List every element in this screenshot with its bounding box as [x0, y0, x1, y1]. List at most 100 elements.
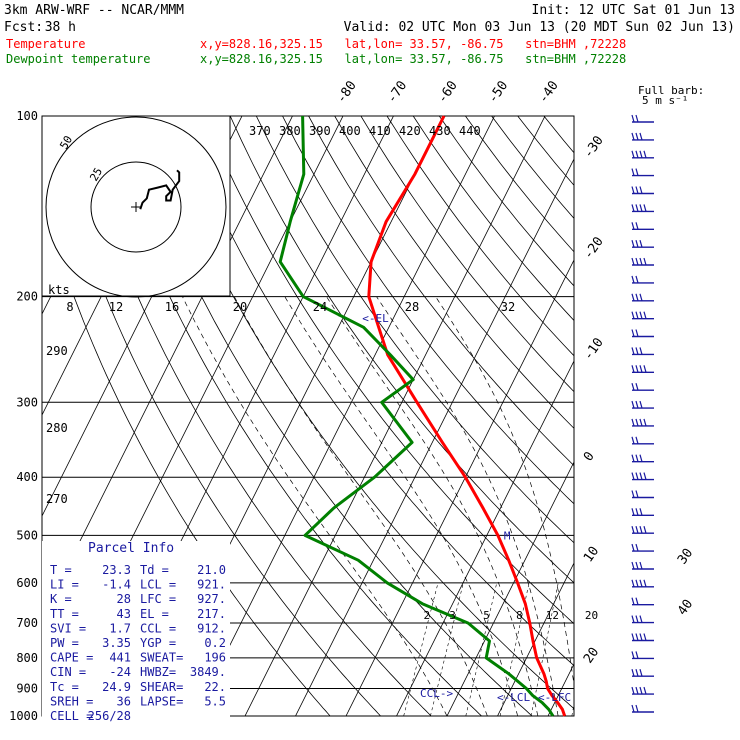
- wind-barb: [631, 329, 654, 338]
- isotherm-label-group: -50: [485, 78, 511, 106]
- wind-barb: [631, 669, 654, 677]
- parcel-key: PW =: [50, 636, 79, 650]
- speed-tick-label: 24: [313, 300, 327, 314]
- barb-flag: [639, 472, 643, 480]
- barb-flag: [643, 526, 647, 534]
- barb-flag: [635, 150, 639, 158]
- barb-flag: [631, 508, 635, 516]
- barb-flag: [639, 311, 643, 319]
- barb-flag: [639, 204, 643, 212]
- wind-barb: [631, 561, 654, 570]
- barb-flag: [639, 526, 643, 534]
- model-title: 3km ARW-WRF -- NCAR/MMM: [4, 3, 184, 18]
- speed-tick-label: 16: [165, 300, 179, 314]
- barb-flag: [639, 400, 643, 409]
- barb-flag: [639, 454, 643, 462]
- isotherm-label-group: 40: [675, 597, 696, 618]
- wind-barbs: [631, 114, 654, 713]
- isotherm-line: [396, 360, 574, 716]
- hodograph-ring: [45, 116, 227, 298]
- barb-flag: [631, 114, 635, 123]
- ring-label-25-group: 25: [87, 166, 105, 184]
- dry-adiabat-label: 380: [279, 124, 301, 138]
- forecast-label: Fcst:: [4, 20, 43, 35]
- parcel-value: 36: [117, 694, 131, 708]
- barb-flag: [631, 293, 635, 301]
- isotherm-label-group: -20: [581, 234, 607, 262]
- wind-barb: [631, 186, 654, 195]
- profiles: [278, 115, 567, 717]
- barb-flag: [643, 365, 647, 373]
- barb-flag: [639, 347, 643, 355]
- barb-flag: [643, 686, 647, 695]
- dry-adiabat-line: [72, 116, 432, 716]
- wind-barb: [631, 222, 654, 231]
- barb-flag: [635, 526, 639, 534]
- wind-barb: [631, 704, 654, 713]
- parcel-value: -24: [109, 665, 131, 679]
- parcel-key: CAPE =: [50, 651, 93, 665]
- barb-flag: [635, 669, 639, 677]
- parcel-key: TT =: [50, 607, 79, 621]
- parcel-key: CELL =: [50, 709, 93, 723]
- barb-flag: [635, 651, 639, 659]
- barb-flag: [639, 561, 643, 570]
- barb-flag: [635, 275, 639, 284]
- wind-barb: [631, 240, 654, 248]
- barb-flag: [631, 329, 635, 337]
- isotherm-line: [194, 116, 495, 716]
- parcel-key: Tc =: [50, 680, 79, 694]
- wind-barb: [631, 597, 654, 606]
- dry-adiabat-left-label: 270: [46, 492, 68, 506]
- barb-flag: [631, 222, 635, 230]
- isotherm-line: [700, 116, 740, 716]
- barb-flag: [635, 418, 639, 427]
- legend-dewpoint-info: x,y=828.16,325.15 lat,lon= 33.57, -86.75…: [200, 52, 626, 66]
- isotherm-label-group: -80: [334, 78, 360, 106]
- mixing-ratio-line: [430, 582, 464, 716]
- wind-barb: [631, 615, 654, 624]
- dry-adiabat-line: [438, 116, 574, 287]
- lfc-marker: <-LFC: [538, 691, 571, 704]
- barb-flag: [631, 490, 635, 498]
- pressure-tick-label: 400: [16, 470, 38, 484]
- isotherm-line: [446, 461, 574, 716]
- barb-flag: [635, 615, 639, 623]
- wind-barb: [631, 633, 654, 642]
- forecast-hours: 38 h: [45, 20, 76, 35]
- barb-flag: [631, 168, 635, 176]
- dry-adiabat-line: [203, 116, 574, 625]
- parcel-value: 921.: [197, 578, 226, 592]
- isotherm-label-group: 0: [581, 449, 598, 464]
- parcel-key: LFC =: [140, 592, 176, 606]
- barb-flag: [635, 400, 639, 409]
- isotherm-label: -70: [384, 78, 410, 106]
- barb-flag: [635, 508, 639, 516]
- barb-flag: [643, 257, 647, 266]
- parcel-value: 0.2: [204, 636, 226, 650]
- wind-barb: [631, 543, 654, 552]
- speed-tick-label: 12: [109, 300, 123, 314]
- barb-flag: [643, 311, 647, 319]
- barb-flag: [635, 633, 639, 641]
- wind-barb: [631, 472, 654, 481]
- parcel-key: CIN =: [50, 665, 86, 679]
- wind-barb: [631, 311, 654, 320]
- parcel-key: SHEAR=: [140, 680, 183, 694]
- parcel-key: T =: [50, 563, 72, 577]
- isotherm-line: [497, 562, 574, 716]
- dry-adiabat-label: 410: [369, 124, 391, 138]
- el-marker: <-EL: [362, 312, 389, 325]
- barb-flag: [639, 293, 643, 301]
- wind-barb: [631, 168, 654, 177]
- parcel-value: 441: [109, 651, 131, 665]
- mixing-ratio-label: 8: [516, 609, 523, 622]
- barb-flag: [639, 508, 643, 516]
- dry-adiabat-label: 400: [339, 124, 361, 138]
- dry-adiabat-left-label: 280: [46, 421, 68, 435]
- dry-adiabat-line: [177, 116, 574, 667]
- hodograph-ring: [90, 161, 182, 253]
- isotherm-label-group: -30: [581, 133, 607, 161]
- dry-adiabat-label: 420: [399, 124, 421, 138]
- barb-flag: [631, 311, 635, 319]
